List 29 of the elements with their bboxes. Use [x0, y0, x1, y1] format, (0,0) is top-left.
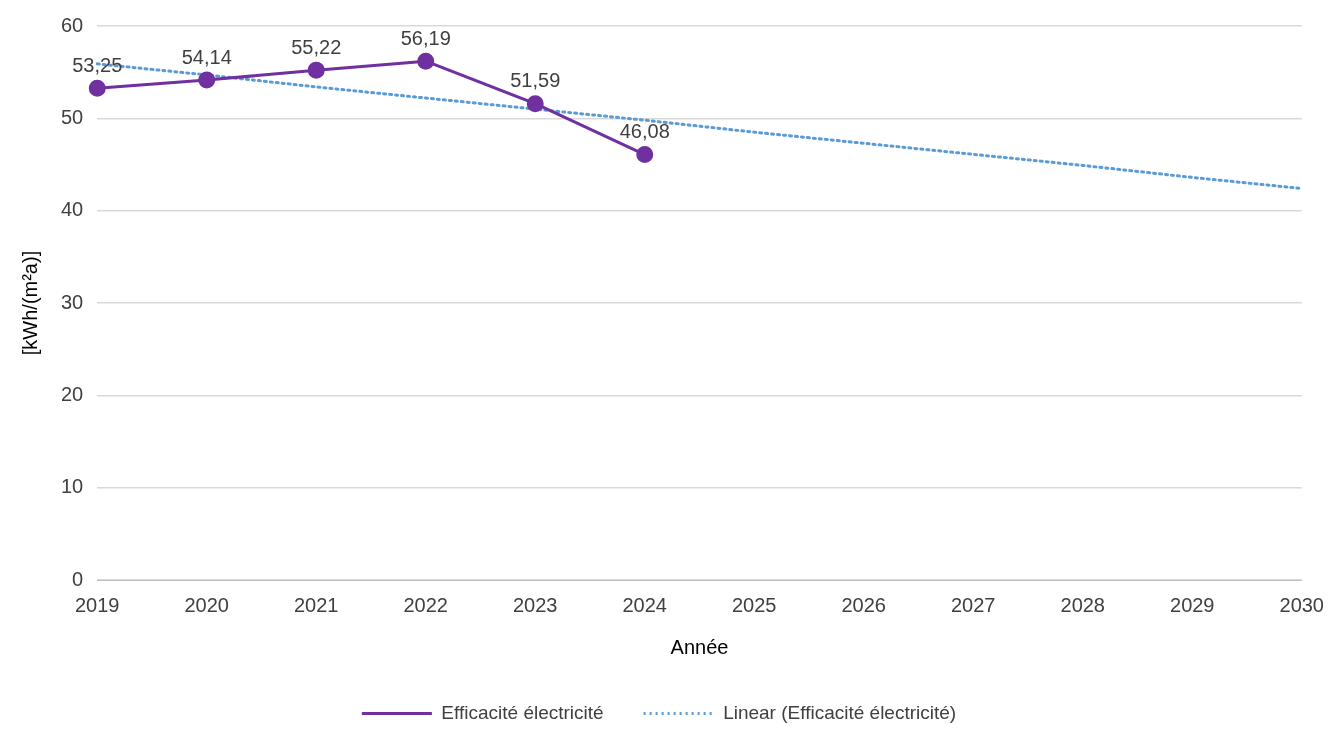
legend-label: Efficacité électricité: [441, 701, 604, 723]
x-tick-label: 2024: [622, 593, 667, 616]
y-tick-label: 10: [61, 475, 84, 498]
x-tick-label: 2021: [294, 593, 339, 616]
x-tick-label: 2030: [1279, 593, 1324, 616]
data-label: 54,14: [181, 45, 232, 68]
y-tick-label: 20: [61, 382, 84, 405]
y-tick-label: 60: [61, 13, 84, 36]
x-tick-label: 2029: [1170, 593, 1215, 616]
data-label: 51,59: [510, 69, 561, 92]
y-tick-label: 30: [61, 290, 84, 313]
x-tick-label: 2022: [403, 593, 448, 616]
x-tick-label: 2023: [513, 593, 558, 616]
data-label: 56,19: [400, 26, 451, 49]
x-tick-label: 2028: [1060, 593, 1105, 616]
data-label: 55,22: [291, 35, 342, 58]
y-tick-label: 0: [72, 567, 84, 590]
legend-label: Linear (Efficacité électricité): [723, 701, 957, 723]
x-tick-label: 2025: [732, 593, 777, 616]
x-tick-label: 2026: [841, 593, 886, 616]
x-tick-label: 2020: [184, 593, 229, 616]
x-tick-label: 2019: [75, 593, 120, 616]
x-tick-label: 2027: [951, 593, 996, 616]
x-axis-title: Année: [670, 635, 729, 658]
data-label: 53,25: [72, 53, 123, 76]
y-tick-label: 40: [61, 198, 84, 221]
y-axis-title: [kWh/(m²a)]: [18, 250, 41, 356]
y-tick-label: 50: [61, 105, 84, 128]
data-label: 46,08: [619, 120, 670, 143]
